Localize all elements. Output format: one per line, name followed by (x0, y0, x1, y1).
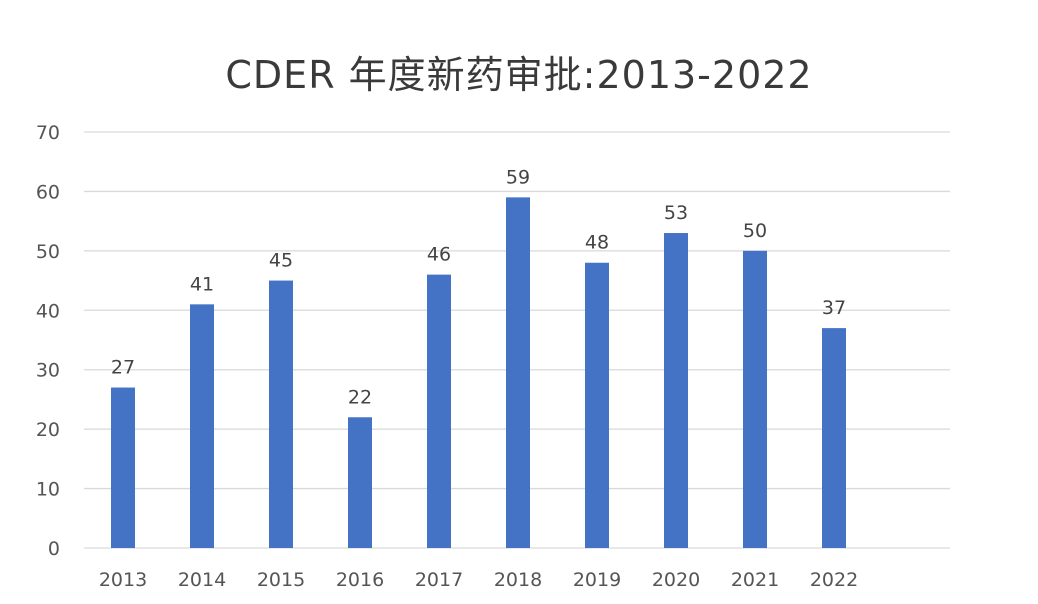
bar-2016 (348, 417, 372, 548)
bars (111, 197, 846, 548)
data-label-2016: 22 (348, 386, 372, 408)
data-label-2013: 27 (111, 357, 135, 379)
y-tick-label: 10 (36, 479, 60, 501)
y-tick-label: 40 (36, 300, 60, 322)
bar-2019 (585, 262, 609, 548)
y-tick-label: 30 (36, 360, 60, 382)
x-tick-label-2022: 2022 (810, 569, 858, 591)
y-tick-label: 0 (48, 538, 60, 560)
y-tick-label: 60 (36, 181, 60, 203)
data-label-2021: 50 (743, 220, 767, 242)
data-label-2020: 53 (664, 202, 688, 224)
x-tick-label-2018: 2018 (494, 569, 542, 591)
data-labels: 27 41 45 22 46 59 48 53 50 37 (111, 166, 846, 408)
data-label-2022: 37 (822, 297, 846, 319)
x-axis-ticks: 2013 2014 2015 2016 2017 2018 2019 2020 2021 2022 (99, 569, 858, 591)
bar-2022 (822, 328, 846, 548)
data-label-2019: 48 (585, 232, 609, 254)
bar-2020 (664, 233, 688, 548)
x-tick-label-2016: 2016 (336, 569, 384, 591)
bar-2014 (190, 304, 214, 548)
bar-2015 (269, 280, 293, 548)
x-tick-label-2017: 2017 (415, 569, 463, 591)
y-axis-ticks: 0 10 20 30 40 50 60 70 (36, 122, 60, 560)
bar-2021 (743, 250, 767, 548)
bar-2013 (111, 387, 135, 548)
y-tick-label: 70 (36, 122, 60, 144)
x-tick-label-2021: 2021 (731, 569, 779, 591)
data-label-2017: 46 (427, 244, 451, 266)
bar-2018 (506, 197, 530, 548)
x-tick-label-2019: 2019 (573, 569, 621, 591)
bar-2017 (427, 274, 451, 548)
data-label-2014: 41 (190, 273, 214, 295)
x-tick-label-2013: 2013 (99, 569, 147, 591)
chart-title: CDER 年度新药审批:2013-2022 (225, 53, 813, 97)
x-tick-label-2020: 2020 (652, 569, 700, 591)
y-tick-label: 20 (36, 419, 60, 441)
data-label-2018: 59 (506, 166, 530, 188)
x-tick-label-2015: 2015 (257, 569, 305, 591)
y-tick-label: 50 (36, 241, 60, 263)
x-tick-label-2014: 2014 (178, 569, 226, 591)
data-label-2015: 45 (269, 250, 293, 272)
